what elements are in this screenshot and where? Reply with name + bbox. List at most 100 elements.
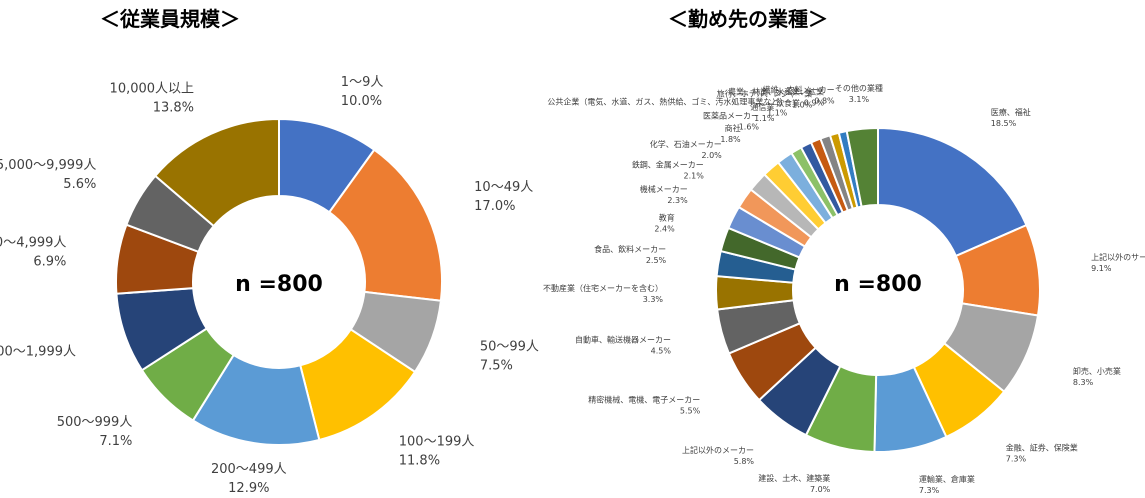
slice-category-label: 鉄鋼、金属メーカー xyxy=(632,159,704,169)
slice-value-label: 7.1% xyxy=(99,434,132,449)
slice-value-label: 2.0% xyxy=(701,151,722,160)
slice-category-label: 上記以外のメーカー xyxy=(682,445,754,455)
slice-label: 公共企業（電気、水道、ガス、熱供給、ゴミ、汚水処理事業など） 1.1% xyxy=(547,97,787,118)
slice-label: 建設、土木、建築業 7.0% xyxy=(758,473,830,494)
slice-label: 自動車、輸送機器メーカー 4.5% xyxy=(575,335,671,356)
slice-label: 100～199人 11.8% xyxy=(399,435,475,469)
slice-label: 鉄鋼、金属メーカー 2.1% xyxy=(632,159,704,180)
slice-category-label: 10,000人以上 xyxy=(110,81,195,96)
slice-label: 繊維、衣料メーカー 0.8% xyxy=(763,85,835,106)
slice-category-label: 500～999人 xyxy=(57,415,133,430)
slice-label: 飲食業 xyxy=(776,98,800,108)
slice-value-label: 7.3% xyxy=(1006,455,1027,464)
slice-value-label: 9.1% xyxy=(1091,264,1112,273)
slice-category-label: 医療、福祉 xyxy=(991,107,1031,117)
slice-category-label: 建設、土木、建築業 xyxy=(758,473,830,483)
slice-value-label: 18.5% xyxy=(991,119,1017,128)
slice-category-label: 通信業 xyxy=(750,102,774,112)
donut-slice xyxy=(845,126,879,208)
slice-value-label: 1.6% xyxy=(739,122,760,131)
slice-category-label: 運輸業、倉庫業 xyxy=(919,474,975,484)
slice-category-label: 50～99人 xyxy=(480,340,539,355)
slice-value-label: 0.9% xyxy=(804,98,825,107)
slice-category-label: 5,000～9,999人 xyxy=(0,158,96,173)
slice-category-label: 200～499人 xyxy=(211,462,287,477)
slice-label: 旅行、ホテル、レジャー業 1.0% xyxy=(717,89,813,110)
slice-category-label: 100～199人 xyxy=(399,435,475,450)
slice-value-label: 2.1% xyxy=(683,171,704,180)
donut-chart-employee-size xyxy=(115,117,443,446)
slice-label: 医薬品メーカー 1.6% xyxy=(703,110,759,131)
slice-value-label: 5.8% xyxy=(734,457,755,466)
slice-category-label: 1,000～1,999人 xyxy=(0,344,76,359)
slice-category-label: 自動車、輸送機器メーカー xyxy=(575,335,671,345)
slice-value-label: 2.4% xyxy=(654,224,675,233)
slice-label: 500～999人 7.1% xyxy=(57,415,133,449)
slice-category-label: 10～49人 xyxy=(474,180,533,195)
slice-label: 上記以外のメーカー 5.8% xyxy=(682,445,754,466)
chart-title-industry: ＜勤め先の業種＞ xyxy=(668,7,828,31)
slice-label: 1,000～1,999人 xyxy=(0,344,76,359)
slice-label: 200～499人 12.9% xyxy=(211,462,287,496)
labels-employee-size: 1～9人 10.0% 10～49人 17.0% 50～99人 7.5% 100～199人 11… xyxy=(0,75,539,496)
slice-value-label: 1.1% xyxy=(754,114,775,123)
slice-label: 50～99人 7.5% xyxy=(480,340,539,374)
slice-category-label: その他の業種 xyxy=(835,83,883,93)
slice-value-label: 7.0% xyxy=(810,485,831,494)
slice-category-label: 農業、林業、水産業、鉱業 xyxy=(728,86,824,96)
slice-category-label: 精密機械、電機、電子メーカー xyxy=(588,394,700,404)
slice-category-label: 教育 xyxy=(659,212,675,222)
slice-label: 2,000～4,999人 6.9% xyxy=(0,236,66,270)
slice-category-label: 2,000～4,999人 xyxy=(0,236,66,251)
slice-value-label: 12.9% xyxy=(228,481,269,496)
slice-label: 5,000～9,999人 5.6% xyxy=(0,158,96,192)
slice-category-label: 上記以外のサービス業 xyxy=(1091,252,1145,262)
center-label-industry: n =800 xyxy=(834,272,922,297)
slice-label: 不動産業（住宅メーカーを含む） 3.3% xyxy=(543,283,663,304)
slice-value-label: 7.5% xyxy=(480,359,513,374)
slice-label: 精密機械、電機、電子メーカー 5.5% xyxy=(588,394,700,415)
slice-value-label: 7.3% xyxy=(919,486,940,495)
slice-value-label: 11.8% xyxy=(399,454,440,469)
slice-category-label: 不動産業（住宅メーカーを含む） xyxy=(543,283,663,293)
slice-value-label: 10.0% xyxy=(341,94,382,109)
slice-category-label: 金融、証券、保険業 xyxy=(1006,443,1078,453)
slice-category-label: 医薬品メーカー xyxy=(703,110,759,120)
slice-category-label: 1～9人 xyxy=(341,75,384,90)
slice-value-label: 5.5% xyxy=(680,406,701,415)
slice-label: 1～9人 10.0% xyxy=(341,75,384,109)
slice-label: 商社 1.8% xyxy=(720,123,741,144)
slice-value-label: 1.0% xyxy=(792,101,813,110)
donut-slice xyxy=(153,117,280,228)
chart-title-employee-size: ＜従業員規模＞ xyxy=(100,7,240,31)
slice-category-label: 化学、石油メーカー xyxy=(650,139,722,149)
slice-value-label: 2.3% xyxy=(667,196,688,205)
slice-value-label: 0.8% xyxy=(814,97,835,106)
slice-label: 上記以外のサービス業 9.1% xyxy=(1091,252,1145,273)
slice-label: 化学、石油メーカー 2.0% xyxy=(650,139,722,160)
slice-label: 機械メーカー 2.3% xyxy=(640,184,688,205)
slice-category-label: 機械メーカー xyxy=(640,184,688,194)
slice-category-label: 旅行、ホテル、レジャー業 xyxy=(717,89,813,99)
slice-value-label: 3.3% xyxy=(643,295,664,304)
slice-value-label: 2.5% xyxy=(646,256,667,265)
slice-value-label: 6.9% xyxy=(33,255,66,270)
slice-category-label: 商社 xyxy=(725,123,741,133)
slice-value-label: 1.8% xyxy=(720,135,741,144)
slice-label: 医療、福祉 18.5% xyxy=(991,107,1031,128)
slice-value-label: 8.3% xyxy=(1073,378,1094,387)
slice-label: 通信業 1.1% xyxy=(750,102,774,123)
slice-category-label: 食品、飲料メーカー xyxy=(594,244,666,254)
slice-label: 10,000人以上 13.8% xyxy=(110,81,195,115)
slice-label: 運輸業、倉庫業 7.3% xyxy=(919,474,975,495)
donut-slice xyxy=(327,148,443,302)
slice-value-label: 5.6% xyxy=(63,177,96,192)
slice-value-label: 17.0% xyxy=(474,199,515,214)
donut-slice xyxy=(877,126,1028,258)
slice-category-label: 飲食業 xyxy=(776,98,800,108)
slice-value-label: 13.8% xyxy=(153,100,194,115)
labels-industry: 医療、福祉 18.5% 上記以外のサービス業 9.1% 卸売、小売業 8.3% 金融、証券、… xyxy=(543,83,1145,495)
slice-label: 10～49人 17.0% xyxy=(474,180,533,214)
center-label-employee-size: n =800 xyxy=(235,272,323,297)
slice-label: 食品、飲料メーカー 2.5% xyxy=(594,244,666,265)
